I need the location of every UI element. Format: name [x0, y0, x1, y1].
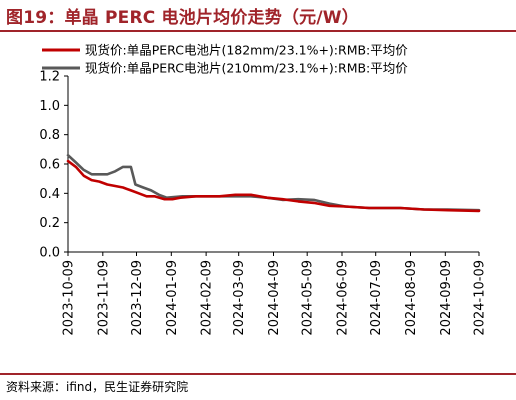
x-tick-label: 2024-07-09 — [369, 260, 384, 336]
y-tick-label: 0.4 — [39, 187, 60, 202]
x-tick-label: 2024-04-09 — [267, 260, 282, 336]
figure-title: 图19：单晶 PERC 电池片均价走势（元/W） — [6, 8, 359, 28]
source-note: 资料来源：ifind，民生证券研究院 — [6, 380, 189, 394]
legend-label-2: 现货价:单晶PERC电池片(210mm/23.1%+):RMB:平均价 — [85, 61, 408, 76]
x-tick-label: 2024-03-09 — [232, 260, 247, 336]
x-axis: 2023-10-09 2023-11-09 2023-12-09 2024-01-09… — [62, 251, 488, 336]
x-tick-label: 2024-08-09 — [404, 260, 419, 336]
y-axis: 0.0 0.2 0.4 0.6 0.8 1.0 1.2 — [39, 70, 69, 261]
x-tick-label: 2023-10-09 — [62, 260, 77, 336]
x-tick-label: 2024-05-09 — [301, 260, 316, 336]
series-line-2 — [66, 153, 481, 212]
x-tick-label: 2024-09-09 — [439, 260, 454, 336]
y-tick-label: 0.2 — [39, 216, 60, 231]
x-tick-label: 2023-11-09 — [96, 260, 111, 336]
x-tick-label: 2024-10-09 — [473, 260, 488, 336]
series-line-1 — [66, 159, 481, 213]
y-tick-label: 0.6 — [39, 158, 60, 173]
y-tick-label: 1.0 — [39, 99, 60, 114]
y-tick-label: 0.0 — [39, 246, 60, 261]
x-tick-label: 2024-02-09 — [200, 260, 215, 336]
series-lines — [66, 153, 481, 213]
chart-legend: 现货价:单晶PERC电池片(182mm/23.1%+):RMB:平均价现货价:单… — [42, 43, 408, 76]
legend-label-1: 现货价:单晶PERC电池片(182mm/23.1%+):RMB:平均价 — [85, 43, 408, 58]
price-line-chart: 现货价:单晶PERC电池片(182mm/23.1%+):RMB:平均价现货价:单… — [39, 43, 488, 336]
y-tick-label: 0.8 — [39, 128, 60, 143]
title-divider — [0, 30, 516, 32]
y-tick-label: 1.2 — [39, 70, 60, 85]
footer-divider — [0, 373, 516, 375]
x-tick-label: 2023-12-09 — [130, 260, 145, 336]
x-tick-label: 2024-06-09 — [336, 260, 351, 336]
x-tick-label: 2024-01-09 — [165, 260, 180, 336]
